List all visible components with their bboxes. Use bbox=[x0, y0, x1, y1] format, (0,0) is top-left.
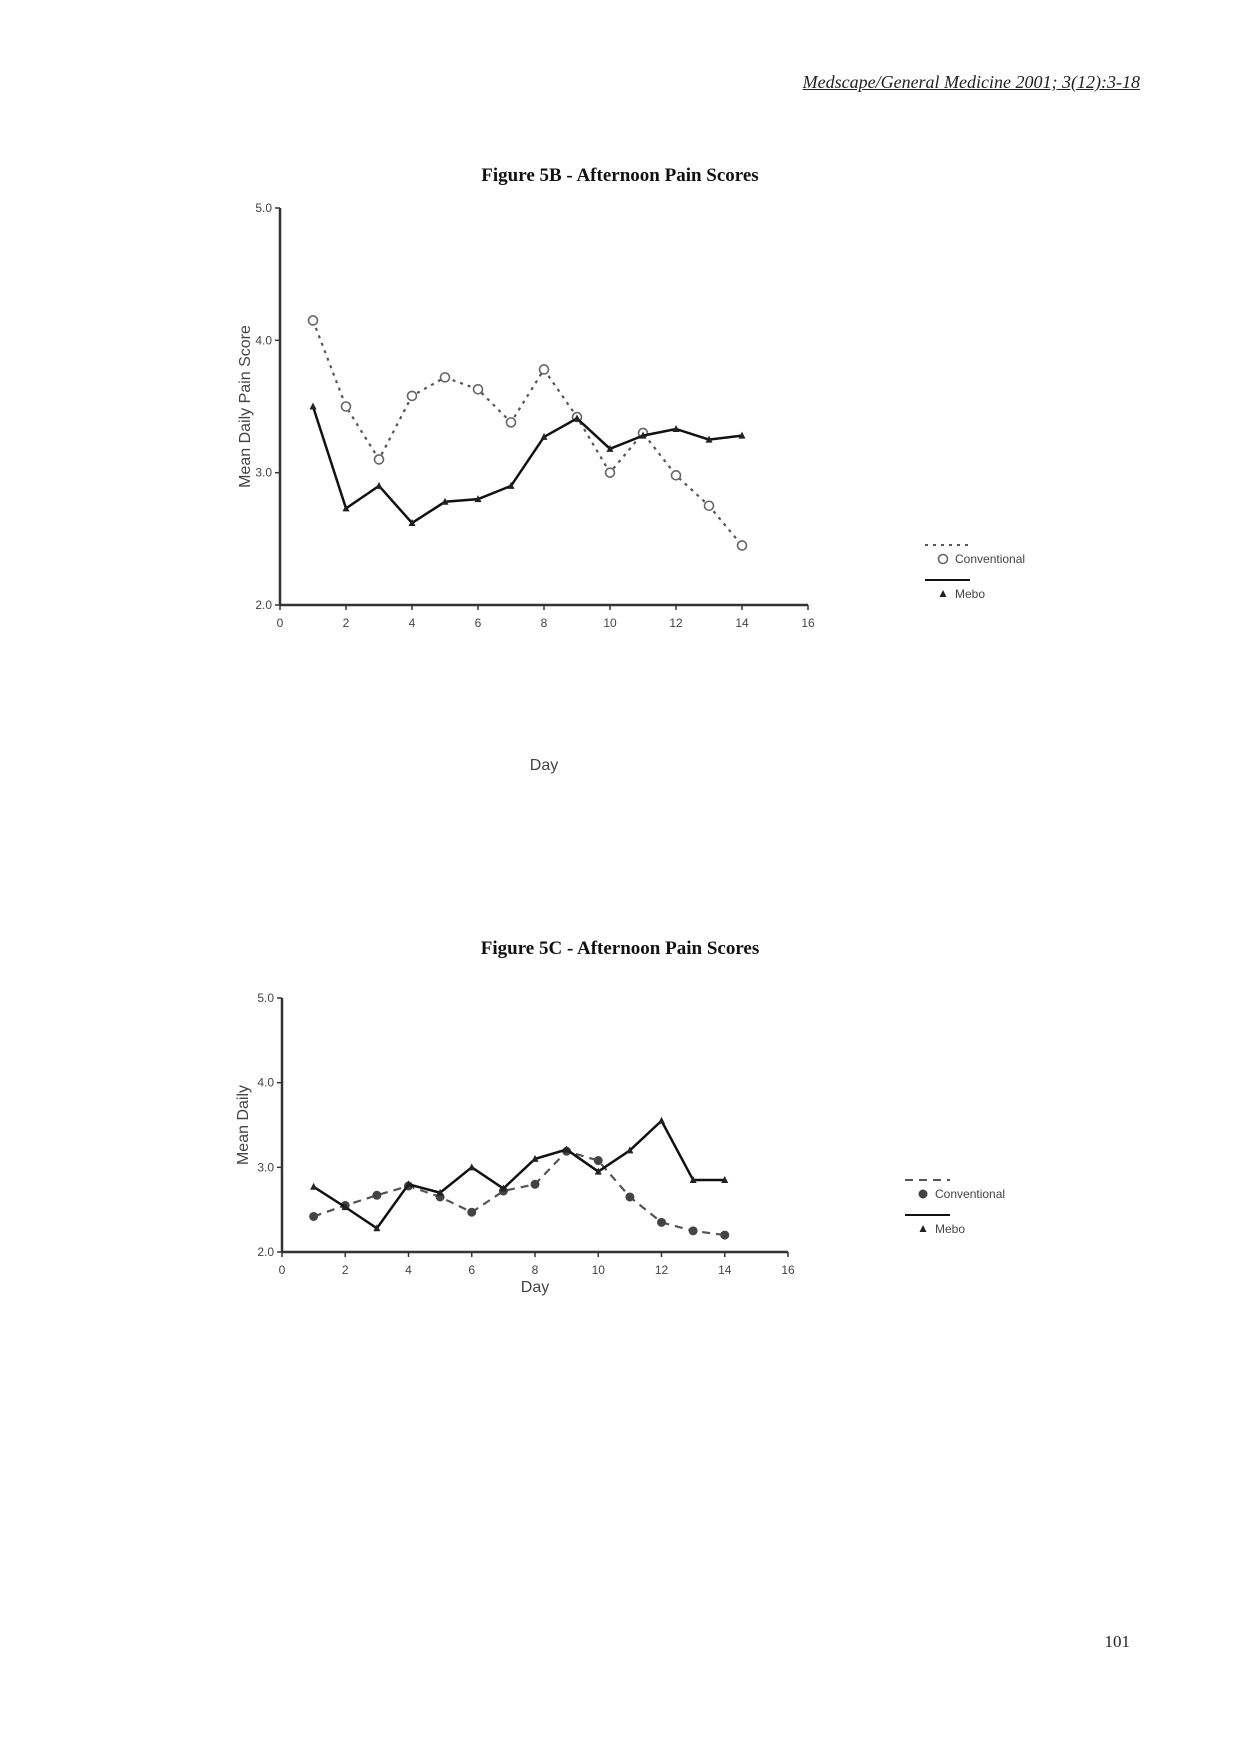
running-head: Medscape/General Medicine 2001; 3(12):3-… bbox=[802, 72, 1140, 92]
y-tick-label: 4.0 bbox=[257, 1076, 274, 1090]
data-point-conventional bbox=[703, 500, 715, 512]
data-point-conventional bbox=[373, 454, 385, 465]
data-point-conventional bbox=[340, 401, 352, 412]
legend-marker bbox=[918, 1189, 928, 1199]
figure-5b-title: Figure 5B - Afternoon Pain Scores bbox=[481, 165, 759, 186]
x-tick-label: 6 bbox=[475, 616, 482, 630]
data-point-mebo bbox=[626, 1146, 634, 1154]
data-point-conventional bbox=[688, 1226, 698, 1236]
data-point-conventional bbox=[530, 1179, 540, 1189]
data-point-mebo bbox=[573, 414, 581, 422]
x-tick-label: 4 bbox=[405, 1263, 412, 1277]
data-point-conventional bbox=[439, 372, 451, 383]
data-point-mebo bbox=[507, 481, 515, 489]
data-point-conventional bbox=[625, 1192, 635, 1202]
data-point-mebo bbox=[342, 504, 350, 512]
page-number: 101 bbox=[1104, 1632, 1131, 1651]
data-point-conventional bbox=[472, 383, 484, 395]
legend-label: Conventional bbox=[955, 552, 1025, 566]
legend-label: Mebo bbox=[935, 1222, 965, 1236]
x-tick-label: 0 bbox=[277, 616, 284, 630]
x-tick-label: 12 bbox=[669, 616, 683, 630]
x-axis-label: Day bbox=[521, 1279, 549, 1296]
data-point-conventional bbox=[604, 467, 616, 478]
y-axis-label: Mean Daily bbox=[235, 1085, 252, 1165]
data-point-mebo bbox=[606, 444, 614, 452]
x-tick-label: 0 bbox=[279, 1263, 286, 1277]
data-point-mebo bbox=[738, 431, 746, 439]
legend-label: Mebo bbox=[955, 587, 985, 601]
data-point-conventional bbox=[720, 1230, 730, 1240]
figure-5c-chart: 0 2 4 6 8 10 12 14 16 2.0 3.0 4.0 5.0 Day Mean Daily Co… bbox=[235, 991, 1005, 1296]
y-tick-label: 5.0 bbox=[255, 201, 272, 215]
data-point-conventional bbox=[538, 364, 550, 375]
data-point-mebo bbox=[705, 435, 713, 443]
data-point-mebo bbox=[408, 518, 416, 526]
data-point-mebo bbox=[540, 432, 548, 440]
data-point-conventional bbox=[736, 540, 748, 551]
data-point-conventional bbox=[505, 417, 517, 428]
y-axis-label: Mean Daily Pain Score bbox=[237, 325, 254, 488]
data-point-mebo bbox=[721, 1176, 729, 1184]
data-point-mebo bbox=[474, 495, 482, 503]
x-tick-label: 16 bbox=[781, 1263, 795, 1277]
figure-5c-title: Figure 5C - Afternoon Pain Scores bbox=[480, 938, 760, 959]
data-point-conventional bbox=[593, 1156, 603, 1166]
data-point-conventional bbox=[657, 1217, 666, 1227]
x-tick-label: 4 bbox=[409, 616, 416, 630]
y-tick-label: 2.0 bbox=[257, 1245, 274, 1259]
data-point-conventional bbox=[406, 390, 418, 402]
data-point-conventional bbox=[467, 1207, 477, 1217]
legend-marker bbox=[939, 590, 947, 597]
x-tick-label: 8 bbox=[532, 1263, 539, 1277]
data-point-mebo bbox=[672, 424, 680, 432]
x-tick-label: 8 bbox=[541, 616, 548, 630]
x-axis-label: Day bbox=[530, 757, 558, 774]
data-point-mebo bbox=[375, 481, 383, 489]
y-tick-label: 2.0 bbox=[255, 598, 272, 612]
x-tick-label: 14 bbox=[735, 616, 749, 630]
data-point-mebo bbox=[563, 1145, 571, 1153]
legend-label: Conventional bbox=[935, 1187, 1005, 1201]
data-point-mebo bbox=[531, 1154, 539, 1162]
x-tick-label: 14 bbox=[718, 1263, 732, 1277]
legend-marker bbox=[937, 553, 949, 565]
data-point-conventional bbox=[307, 315, 319, 326]
series-line-mebo bbox=[312, 1118, 725, 1231]
data-point-mebo bbox=[310, 1182, 318, 1190]
series-line-conventional bbox=[313, 1150, 725, 1237]
x-tick-label: 10 bbox=[592, 1263, 606, 1277]
data-point-mebo bbox=[658, 1116, 665, 1124]
x-tick-label: 2 bbox=[342, 1263, 349, 1277]
data-point-mebo bbox=[309, 402, 317, 410]
x-tick-label: 12 bbox=[655, 1263, 669, 1277]
x-tick-label: 2 bbox=[343, 616, 350, 630]
data-point-mebo bbox=[499, 1184, 507, 1192]
data-point-conventional bbox=[670, 470, 682, 481]
y-tick-label: 5.0 bbox=[257, 991, 274, 1005]
data-point-mebo bbox=[341, 1203, 349, 1211]
data-point-mebo bbox=[405, 1180, 412, 1188]
data-point-mebo bbox=[373, 1224, 381, 1232]
y-tick-label: 3.0 bbox=[257, 1160, 274, 1174]
x-tick-label: 16 bbox=[801, 616, 815, 630]
legend-marker bbox=[919, 1225, 927, 1232]
data-point-conventional bbox=[372, 1190, 382, 1200]
figure-5b-chart: 0 2 4 6 8 10 12 14 16 2.0 3.0 4.0 5.0 Day Mean Daily P… bbox=[237, 201, 1025, 774]
x-tick-label: 6 bbox=[468, 1263, 475, 1277]
data-point-conventional bbox=[309, 1211, 319, 1221]
y-tick-label: 3.0 bbox=[255, 466, 272, 480]
data-point-mebo bbox=[441, 497, 449, 505]
data-point-mebo bbox=[639, 431, 647, 439]
data-point-mebo bbox=[468, 1163, 476, 1171]
x-tick-label: 10 bbox=[603, 616, 617, 630]
data-point-mebo bbox=[436, 1188, 444, 1196]
data-point-mebo bbox=[594, 1167, 602, 1175]
data-point-mebo bbox=[689, 1176, 697, 1184]
y-tick-label: 4.0 bbox=[255, 333, 272, 347]
series-line-mebo bbox=[311, 406, 743, 525]
series-line-conventional bbox=[311, 320, 743, 547]
